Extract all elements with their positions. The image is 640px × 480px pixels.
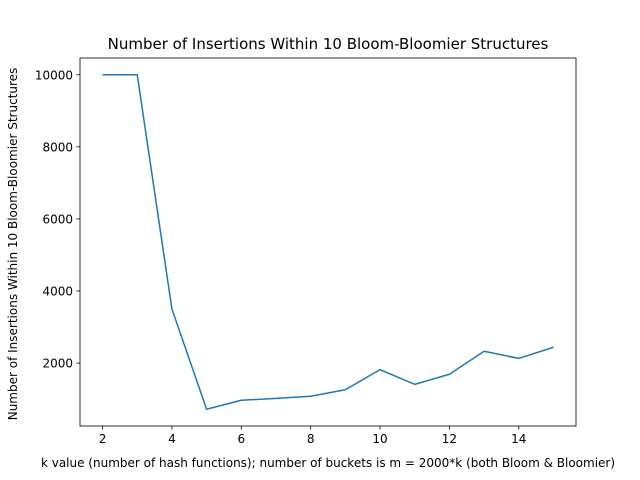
x-tick-label: 12 <box>442 432 457 446</box>
y-tick-label: 2000 <box>42 357 73 371</box>
data-point <box>449 373 451 375</box>
chart-title: Number of Insertions Within 10 Bloom-Blo… <box>108 35 549 53</box>
data-point <box>379 369 381 371</box>
y-tick-label: 10000 <box>35 68 73 82</box>
data-point <box>518 358 520 360</box>
data-point <box>102 74 104 76</box>
y-axis-label: Number of Insertions Within 10 Bloom-Blo… <box>6 68 20 421</box>
x-tick-label: 10 <box>372 432 387 446</box>
data-point <box>275 398 277 400</box>
data-point <box>414 384 416 386</box>
data-point <box>240 399 242 401</box>
data-point <box>171 308 173 310</box>
data-point <box>136 74 138 76</box>
data-point <box>483 350 485 352</box>
plot-frame <box>79 57 577 427</box>
x-tick-label: 4 <box>168 432 176 446</box>
x-tick-label: 8 <box>307 432 315 446</box>
data-point <box>553 346 555 348</box>
x-tick-label: 2 <box>99 432 107 446</box>
y-tick-label: 6000 <box>42 212 73 226</box>
y-tick-label: 8000 <box>42 140 73 154</box>
data-point <box>345 389 347 391</box>
data-point <box>310 395 312 397</box>
data-point <box>206 408 208 410</box>
series-line-0 <box>102 74 554 410</box>
x-tick-label: 14 <box>511 432 526 446</box>
x-tick-label: 6 <box>237 432 245 446</box>
plot-area: 2 4 6 8 10 12 14 2000 4000 6000 8000 10000 <box>35 57 577 446</box>
x-axis-label: k value (number of hash functions); numb… <box>41 456 615 470</box>
y-tick-label: 4000 <box>42 285 73 299</box>
